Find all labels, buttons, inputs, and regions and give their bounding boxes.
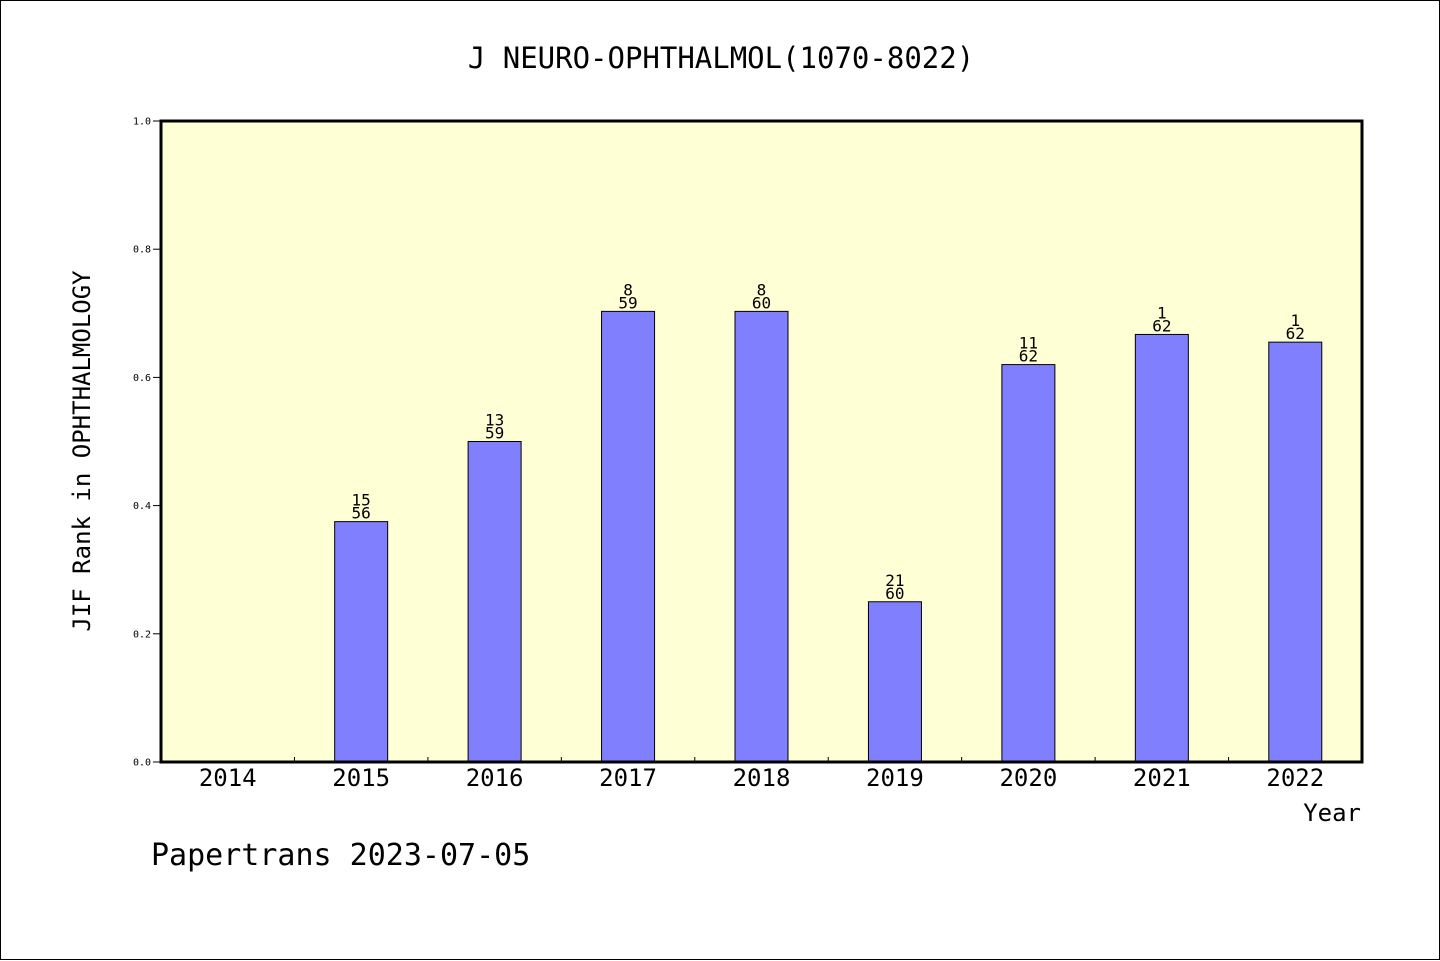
y-tick-label: 0.2 <box>133 629 151 640</box>
y-axis-label: JIF Rank in OPHTHALMOLOGY <box>68 270 96 632</box>
y-tick-label: 0.6 <box>133 373 151 384</box>
bar-2022 <box>1268 341 1323 763</box>
bar-2016 <box>467 441 522 763</box>
bar-label-rank-2015: 15 <box>352 491 371 510</box>
x-tick-label-2014: 2014 <box>199 764 257 792</box>
bar-2021 <box>1134 333 1189 763</box>
x-tick-label-2015: 2015 <box>332 764 390 792</box>
bar-label-total-2020: 62 <box>1019 347 1038 366</box>
bar-label-rank-2021: 1 <box>1157 303 1167 322</box>
bar-2017 <box>601 310 656 763</box>
x-tick-label-2022: 2022 <box>1266 764 1324 792</box>
plot-border <box>159 119 1364 764</box>
y-tick-label: 0.8 <box>133 245 151 256</box>
x-tick-label-2020: 2020 <box>999 764 1057 792</box>
x-tick-label-2019: 2019 <box>866 764 924 792</box>
bar-2019 <box>867 601 922 763</box>
x-tick-label-2017: 2017 <box>599 764 657 792</box>
bar-label-total-2018: 60 <box>752 293 771 312</box>
y-tick-label: 0.0 <box>133 758 151 769</box>
bar-2020 <box>1001 364 1056 763</box>
footer-credit: Papertrans 2023-07-05 <box>151 838 530 873</box>
x-tick-label-2021: 2021 <box>1133 764 1191 792</box>
bar-label-rank-2016: 13 <box>485 411 504 430</box>
x-tick-label-2016: 2016 <box>466 764 524 792</box>
bar-label-rank-2018: 8 <box>757 280 767 299</box>
x-axis-label: Year <box>1303 799 1361 827</box>
bar-2015 <box>334 521 389 763</box>
bar-label-total-2016: 59 <box>485 424 504 443</box>
bar-label-rank-2017: 8 <box>623 280 633 299</box>
bar-label-rank-2022: 1 <box>1290 311 1300 330</box>
bar-label-total-2015: 56 <box>352 504 371 523</box>
chart-title: J NEURO-OPHTHALMOL(1070-8022) <box>468 41 974 75</box>
bar-label-total-2017: 59 <box>618 293 637 312</box>
bar-label-total-2019: 60 <box>885 584 904 603</box>
bar-2018 <box>734 310 789 763</box>
y-tick-label: 0.4 <box>133 501 151 512</box>
bar-label-rank-2019: 21 <box>885 571 904 590</box>
bar-label-total-2022: 62 <box>1286 324 1305 343</box>
bar-label-rank-2020: 11 <box>1019 334 1038 353</box>
x-tick-label-2018: 2018 <box>733 764 791 792</box>
y-tick-label: 1.0 <box>133 117 151 128</box>
bar-label-total-2021: 62 <box>1152 316 1171 335</box>
